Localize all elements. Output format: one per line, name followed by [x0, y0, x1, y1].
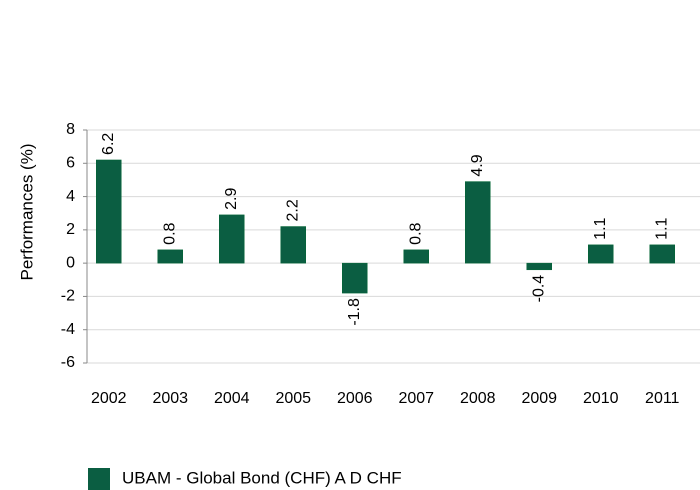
bar	[157, 249, 183, 264]
y-tick-label: 4	[66, 188, 75, 205]
data-label: 0.8	[407, 222, 424, 244]
y-tick-label: 6	[66, 155, 75, 172]
data-label: 2.2	[284, 199, 301, 221]
y-tick-label: 8	[66, 121, 75, 138]
x-tick-label: 2004	[214, 390, 250, 407]
x-tick-label: 2006	[337, 390, 373, 407]
data-label: 6.2	[100, 133, 117, 155]
data-label: 4.9	[469, 154, 486, 176]
legend-label: UBAM - Global Bond (CHF) A D CHF	[122, 468, 402, 487]
y-tick-label: -6	[61, 354, 75, 371]
bar	[96, 159, 122, 264]
data-label: 0.8	[161, 222, 178, 244]
data-label: 2.9	[223, 188, 240, 210]
bar	[526, 262, 552, 271]
data-label: -1.8	[346, 298, 363, 326]
data-label: 1.1	[592, 217, 609, 239]
bar	[403, 249, 429, 264]
y-tick-label: -4	[61, 321, 75, 338]
x-tick-label: 2011	[645, 390, 680, 407]
data-label: -0.4	[530, 275, 547, 303]
y-tick-label: 0	[66, 254, 75, 271]
bar	[649, 244, 675, 264]
x-tick-label: 2010	[583, 390, 619, 407]
x-tick-label: 2008	[460, 390, 496, 407]
y-tick-label: 2	[66, 221, 75, 238]
bar	[588, 244, 614, 264]
bar	[342, 262, 368, 294]
x-tick-label: 2005	[275, 390, 311, 407]
x-tick-label: 2002	[91, 390, 127, 407]
x-tick-label: 2003	[152, 390, 188, 407]
bar	[219, 214, 245, 264]
legend-swatch	[88, 468, 110, 490]
data-label: 1.1	[653, 217, 670, 239]
bar	[465, 181, 491, 264]
y-tick-label: -2	[61, 288, 75, 305]
x-tick-label: 2007	[398, 390, 434, 407]
bar	[280, 226, 306, 264]
y-axis-label: Performances (%)	[17, 144, 36, 281]
x-tick-label: 2009	[521, 390, 557, 407]
